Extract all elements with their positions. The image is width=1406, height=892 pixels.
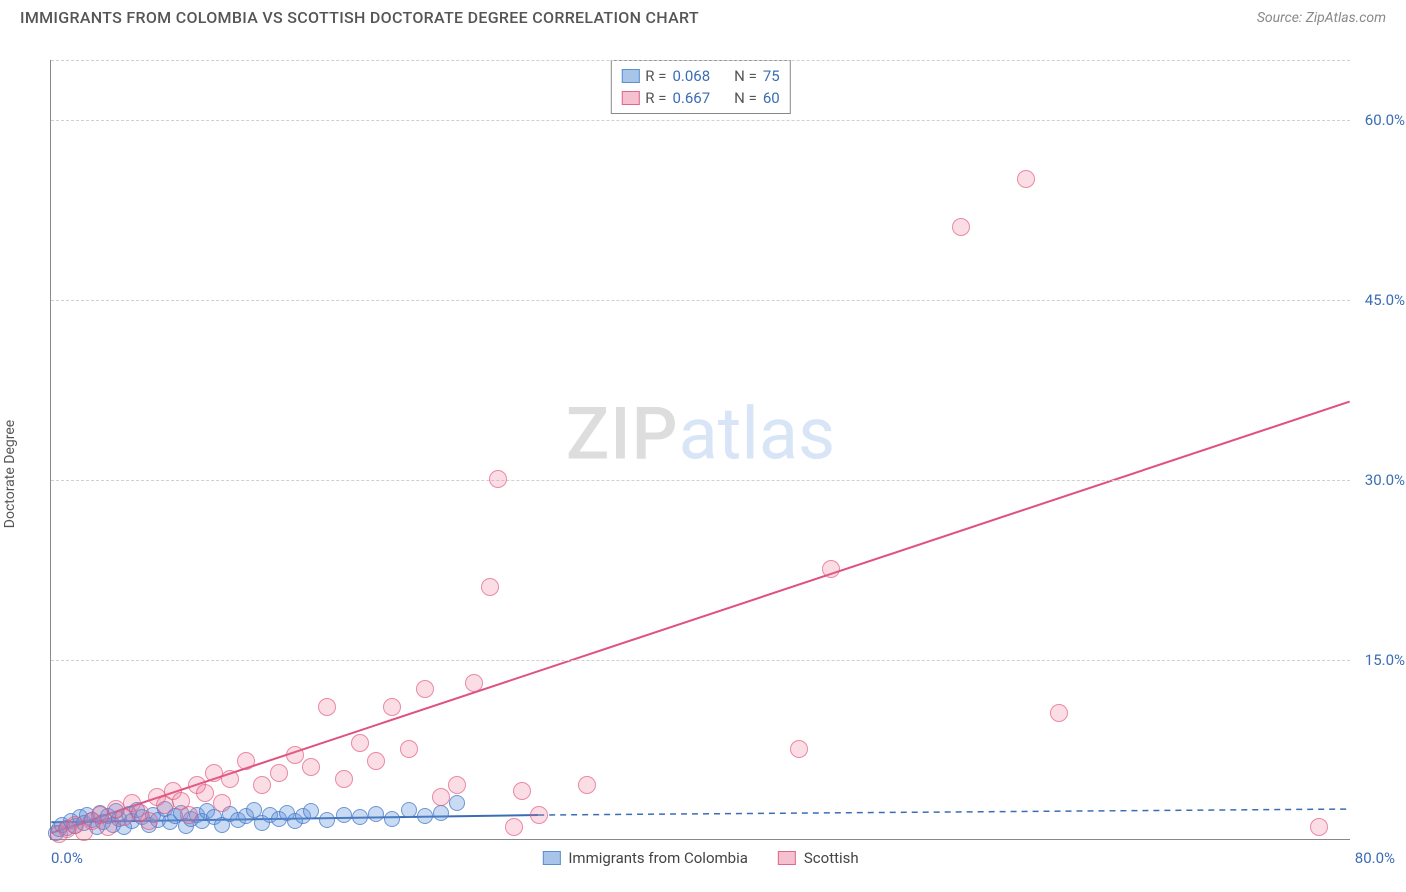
point-scottish: [952, 218, 970, 236]
point-scottish: [286, 746, 304, 764]
series-label-scottish: Scottish: [804, 849, 859, 867]
point-colombia: [336, 807, 352, 823]
point-colombia: [417, 808, 433, 824]
point-colombia: [433, 805, 449, 821]
point-scottish: [416, 680, 434, 698]
gridline: [51, 480, 1350, 481]
point-scottish: [140, 812, 158, 830]
gridline: [51, 60, 1350, 61]
point-scottish: [1310, 818, 1328, 836]
r-value-colombia: 0.068: [672, 67, 710, 85]
point-scottish: [383, 698, 401, 716]
point-scottish: [302, 758, 320, 776]
point-scottish: [221, 770, 239, 788]
point-scottish: [530, 806, 548, 824]
n-label: N =: [734, 67, 757, 85]
point-scottish: [513, 782, 531, 800]
point-scottish: [432, 788, 450, 806]
y-tick-label: 15.0%: [1365, 651, 1405, 669]
point-colombia: [401, 802, 417, 818]
point-scottish: [367, 752, 385, 770]
x-tick-max: 80.0%: [1355, 849, 1395, 867]
point-scottish: [822, 560, 840, 578]
point-scottish: [400, 740, 418, 758]
y-tick-label: 60.0%: [1365, 111, 1405, 129]
legend-row-scottish: R = 0.667 N = 60: [621, 87, 779, 109]
point-scottish: [351, 734, 369, 752]
point-scottish: [237, 752, 255, 770]
point-colombia: [368, 806, 384, 822]
point-scottish: [790, 740, 808, 758]
point-scottish: [1017, 170, 1035, 188]
y-tick-label: 30.0%: [1365, 471, 1405, 489]
watermark-zip: ZIP: [566, 391, 679, 476]
swatch-scottish: [621, 91, 639, 105]
point-scottish: [578, 776, 596, 794]
point-colombia: [384, 811, 400, 827]
point-scottish: [99, 818, 117, 836]
point-scottish: [318, 698, 336, 716]
x-tick-min: 0.0%: [51, 849, 83, 867]
series-legend: Immigrants from Colombia Scottish: [542, 849, 858, 867]
correlation-legend: R = 0.068 N = 75 R = 0.667 N = 60: [610, 60, 790, 114]
legend-row-colombia: R = 0.068 N = 75: [621, 65, 779, 87]
swatch-scottish-bottom: [778, 851, 796, 865]
r-label: R =: [645, 89, 666, 107]
legend-item-scottish: Scottish: [778, 849, 859, 867]
series-label-colombia: Immigrants from Colombia: [568, 849, 748, 867]
source-attribution: Source: ZipAtlas.com: [1257, 10, 1386, 26]
point-scottish: [213, 794, 231, 812]
point-scottish: [253, 776, 271, 794]
watermark-atlas: atlas: [679, 391, 836, 476]
r-value-scottish: 0.667: [672, 89, 710, 107]
n-value-colombia: 75: [763, 67, 780, 85]
point-colombia: [352, 809, 368, 825]
legend-item-colombia: Immigrants from Colombia: [542, 849, 748, 867]
swatch-colombia-bottom: [542, 851, 560, 865]
point-scottish: [1050, 704, 1068, 722]
y-tick-label: 45.0%: [1365, 291, 1405, 309]
plot-area: ZIPatlas R = 0.068 N = 75 R = 0.667 N = …: [50, 60, 1350, 840]
swatch-colombia: [621, 69, 639, 83]
r-label: R =: [645, 67, 666, 85]
point-colombia: [449, 795, 465, 811]
point-scottish: [481, 578, 499, 596]
point-colombia: [303, 803, 319, 819]
watermark: ZIPatlas: [566, 391, 835, 476]
point-scottish: [270, 764, 288, 782]
point-scottish: [335, 770, 353, 788]
gridline: [51, 300, 1350, 301]
n-value-scottish: 60: [763, 89, 780, 107]
point-scottish: [180, 806, 198, 824]
chart-title: IMMIGRANTS FROM COLOMBIA VS SCOTTISH DOC…: [20, 8, 699, 27]
gridline: [51, 660, 1350, 661]
point-colombia: [319, 812, 335, 828]
point-scottish: [448, 776, 466, 794]
gridline: [51, 120, 1350, 121]
trend-line: [538, 809, 1349, 815]
trend-lines-layer: [51, 60, 1350, 839]
point-scottish: [505, 818, 523, 836]
point-scottish: [465, 674, 483, 692]
point-scottish: [196, 784, 214, 802]
n-label: N =: [734, 89, 757, 107]
chart-container: Doctorate Degree ZIPatlas R = 0.068 N = …: [0, 40, 1406, 892]
y-axis-label: Doctorate Degree: [2, 420, 18, 528]
point-scottish: [489, 470, 507, 488]
